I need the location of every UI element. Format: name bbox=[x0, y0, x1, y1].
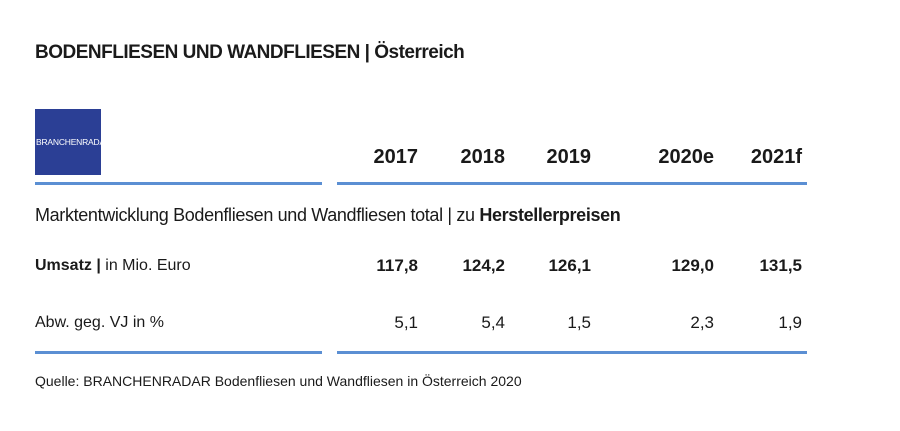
rule bbox=[35, 351, 322, 354]
subtitle-text: Marktentwicklung Bodenfliesen und Wandfl… bbox=[35, 205, 480, 225]
rule bbox=[337, 351, 807, 354]
cell: 124,2 bbox=[462, 256, 505, 275]
cell: 5,4 bbox=[481, 313, 505, 332]
row-label-text: in Mio. Euro bbox=[100, 257, 191, 274]
cell: 126,1 bbox=[548, 256, 591, 275]
logo-text: BRANCHENRADAR bbox=[36, 137, 111, 147]
cell: 2,3 bbox=[690, 313, 714, 332]
logo: BRANCHENRADAR bbox=[35, 109, 111, 175]
subtitle: Marktentwicklung Bodenfliesen und Wandfl… bbox=[35, 205, 621, 226]
rule bbox=[337, 182, 807, 185]
row-label-text: Abw. geg. VJ in % bbox=[35, 314, 164, 331]
subtitle-bold: Herstellerpreisen bbox=[479, 205, 621, 225]
title: BODENFLIESEN UND WANDFLIESEN | Österreic… bbox=[35, 42, 465, 63]
column-header: 2021f bbox=[750, 146, 802, 168]
column-header: 2018 bbox=[460, 146, 506, 168]
cell: 5,1 bbox=[394, 313, 418, 332]
row-label-bold: Umsatz | bbox=[35, 257, 101, 274]
column-header: 2019 bbox=[546, 146, 592, 168]
cell: 129,0 bbox=[671, 256, 714, 275]
cell: 1,5 bbox=[567, 313, 591, 332]
cell: 131,5 bbox=[759, 256, 802, 275]
cell: 1,9 bbox=[778, 313, 802, 332]
column-header: 2017 bbox=[373, 146, 419, 168]
column-header: 2020e bbox=[658, 146, 714, 168]
row-label: Abw. geg. VJ in % bbox=[35, 314, 164, 332]
source: Quelle: BRANCHENRADAR Bodenfliesen und W… bbox=[35, 373, 522, 389]
cell: 117,8 bbox=[376, 256, 418, 275]
row-label: Umsatz | in Mio. Euro bbox=[35, 257, 191, 275]
rule bbox=[35, 182, 322, 185]
